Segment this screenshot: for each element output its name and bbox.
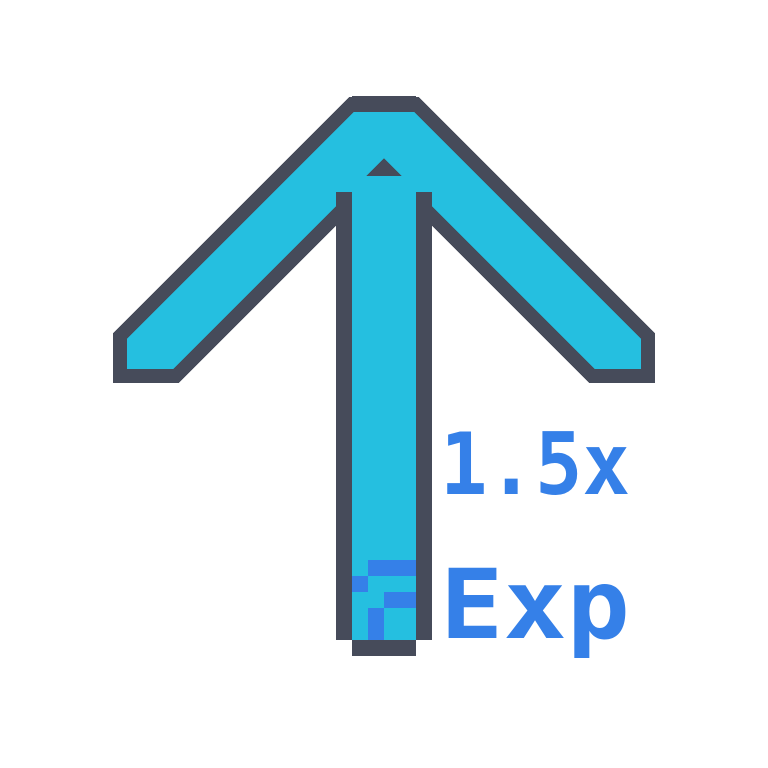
arrow-head — [113, 97, 655, 383]
exp-text: Exp — [440, 549, 630, 661]
accent — [368, 560, 416, 576]
shaft-outline-bottom — [352, 640, 416, 656]
shaft-outline-left — [336, 192, 352, 640]
accent — [368, 608, 384, 640]
arrow-tip-outline — [352, 96, 416, 112]
accent — [352, 576, 368, 592]
shaft-outline-right — [416, 192, 432, 640]
accent — [384, 592, 416, 608]
multiplier-text: 1.5x — [440, 415, 630, 515]
